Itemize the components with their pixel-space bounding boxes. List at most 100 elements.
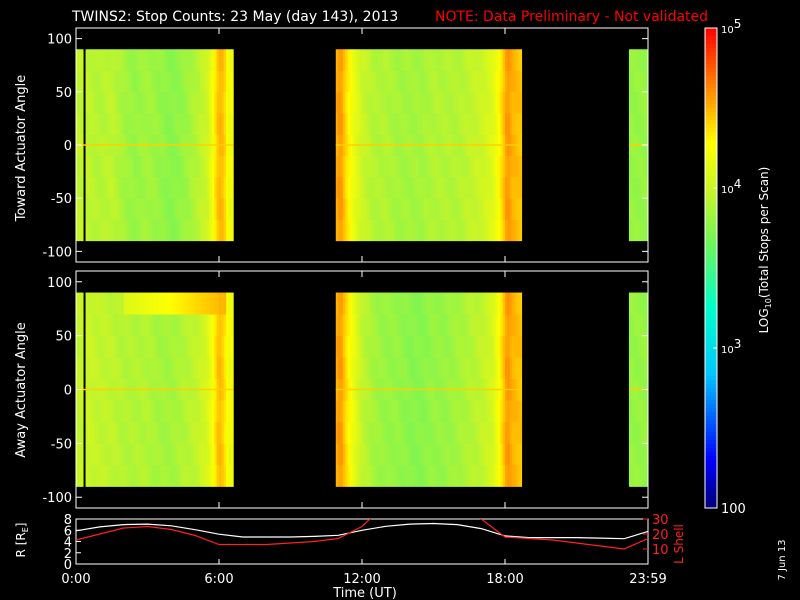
heatmap-cell xyxy=(462,176,465,199)
heatmap-cell xyxy=(154,113,158,135)
heatmap-cell xyxy=(183,464,187,487)
heatmap-cell xyxy=(516,400,520,423)
heatmap-cell xyxy=(192,443,196,466)
heatmap-cell xyxy=(440,421,444,444)
heatmap-cell xyxy=(638,400,642,423)
heatmap-cell xyxy=(426,443,430,466)
colorbar-step xyxy=(705,476,717,481)
heatmap-cell xyxy=(638,49,642,71)
heatmap-cell xyxy=(347,198,351,220)
heatmap-cell xyxy=(204,335,208,358)
heatmap-cell xyxy=(440,91,444,114)
colorbar-step xyxy=(705,432,717,437)
heatmap-cell xyxy=(126,464,129,487)
heatmap-cell xyxy=(364,176,368,199)
heatmap-cell xyxy=(462,198,465,220)
heatmap-cell xyxy=(226,400,229,423)
heatmap-cell xyxy=(109,443,113,466)
heatmap-cell xyxy=(121,219,125,242)
heatmap-cell xyxy=(116,357,120,380)
heatmap-cell xyxy=(373,113,377,135)
heatmap-cell xyxy=(507,219,511,242)
heatmap-cell xyxy=(376,357,380,380)
colorbar-step xyxy=(705,112,717,117)
heatmap-cell xyxy=(340,155,344,178)
heatmap-cell xyxy=(388,155,391,178)
heatmap-cell xyxy=(457,219,461,242)
colorbar-step xyxy=(705,104,717,109)
heatmap-cell xyxy=(173,400,177,423)
heatmap-cell xyxy=(183,49,187,71)
heatmap-cell xyxy=(352,400,356,423)
heatmap-cell xyxy=(366,357,370,380)
heatmap-cell xyxy=(152,49,156,71)
heatmap-cell xyxy=(435,198,439,220)
heatmap-cell xyxy=(631,314,635,337)
heatmap-cell xyxy=(376,176,380,199)
heatmap-cell xyxy=(395,443,399,466)
heatmap-cell xyxy=(199,176,203,199)
heatmap-cell xyxy=(357,176,361,199)
heatmap-cell xyxy=(445,314,449,337)
heatmap-cell xyxy=(416,219,420,242)
heatmap-cell xyxy=(495,464,499,487)
heatmap-cell xyxy=(211,443,215,466)
heatmap-cell xyxy=(388,198,391,220)
heatmap-cell xyxy=(469,335,473,358)
heatmap-cell xyxy=(390,155,394,178)
heatmap-cell xyxy=(80,70,84,93)
heatmap-cell xyxy=(369,113,372,135)
heatmap-cell xyxy=(369,292,372,315)
heatmap-cell xyxy=(347,49,351,71)
heatmap-cell xyxy=(95,219,98,242)
heatmap-cell xyxy=(99,357,103,380)
heatmap-cell xyxy=(161,219,165,242)
heatmap-cell xyxy=(149,176,153,199)
heatmap-cell xyxy=(640,91,644,114)
heatmap-cell xyxy=(204,357,208,380)
heatmap-cell xyxy=(97,400,101,423)
heatmap-cell xyxy=(490,400,494,423)
heatmap-cell xyxy=(199,443,203,466)
heatmap-cell xyxy=(407,198,411,220)
heatmap-cell xyxy=(440,70,444,93)
heatmap-cell xyxy=(512,335,515,358)
heatmap-cell xyxy=(502,49,506,71)
heatmap-cell xyxy=(183,113,187,135)
heatmap-cell xyxy=(168,49,172,71)
heatmap-cell xyxy=(488,113,492,135)
heatmap-cell xyxy=(130,219,134,242)
heatmap-cell xyxy=(106,113,110,135)
heatmap-cell xyxy=(416,400,420,423)
heatmap-cell xyxy=(335,357,339,380)
heatmap-cell xyxy=(447,335,451,358)
heatmap-cell xyxy=(485,357,489,380)
heatmap-cell xyxy=(457,113,461,135)
heatmap-cell xyxy=(500,113,504,135)
heatmap-cell xyxy=(516,49,520,71)
heatmap-cell xyxy=(431,155,434,178)
heatmap-cell xyxy=(509,155,513,178)
heatmap-cell xyxy=(114,443,117,466)
heatmap-cell xyxy=(142,49,146,71)
heatmap-cell xyxy=(188,292,191,315)
heatmap-cell xyxy=(633,314,637,337)
heatmap-cell xyxy=(171,357,175,380)
heatmap-cell xyxy=(426,400,430,423)
heatmap-cell xyxy=(478,70,482,93)
heatmap-cell xyxy=(161,91,165,114)
heatmap-cell xyxy=(357,443,361,466)
colorbar-step xyxy=(705,300,717,305)
heatmap-cell xyxy=(474,49,477,71)
heatmap-cell xyxy=(400,176,403,199)
colorbar-step xyxy=(705,84,717,89)
colorbar-step xyxy=(705,212,717,217)
heatmap-cell xyxy=(90,113,94,135)
heatmap-cell xyxy=(512,314,515,337)
heatmap-cell xyxy=(221,70,225,93)
heatmap-cell xyxy=(202,335,206,358)
heatmap-cell xyxy=(128,219,132,242)
heatmap-cell xyxy=(466,357,470,380)
heatmap-cell xyxy=(376,314,380,337)
heatmap-cell xyxy=(97,49,101,71)
